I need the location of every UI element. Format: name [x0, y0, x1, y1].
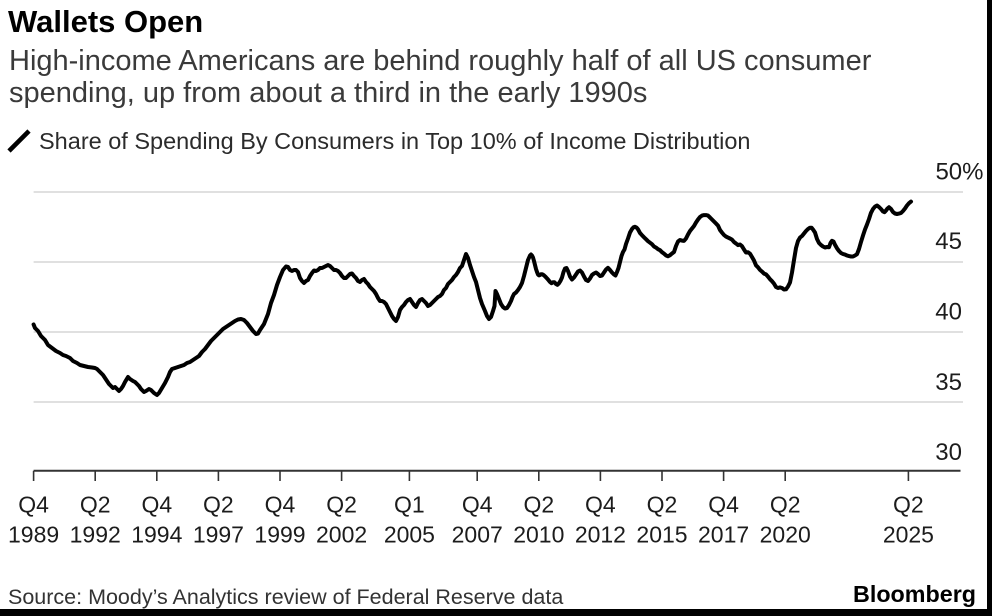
svg-text:1992: 1992: [70, 522, 121, 548]
svg-text:2005: 2005: [384, 522, 435, 548]
svg-text:1994: 1994: [131, 522, 182, 548]
svg-text:Q2: Q2: [523, 492, 554, 518]
svg-text:35: 35: [935, 369, 962, 396]
svg-text:30: 30: [935, 439, 962, 466]
svg-text:Q4: Q4: [462, 492, 493, 518]
svg-text:Q4: Q4: [585, 492, 616, 518]
svg-text:2010: 2010: [513, 522, 564, 548]
svg-text:Q2: Q2: [203, 492, 234, 518]
svg-text:Q2: Q2: [893, 492, 924, 518]
svg-text:2017: 2017: [698, 522, 749, 548]
svg-text:45: 45: [935, 228, 962, 255]
svg-text:2002: 2002: [316, 522, 367, 548]
svg-text:50%: 50%: [935, 159, 983, 186]
svg-text:Q4: Q4: [141, 492, 172, 518]
svg-text:Q4: Q4: [708, 492, 739, 518]
svg-text:Q1: Q1: [394, 492, 425, 518]
svg-text:1989: 1989: [8, 522, 59, 548]
svg-text:1997: 1997: [193, 522, 244, 548]
svg-text:40: 40: [935, 299, 962, 326]
svg-text:Q2: Q2: [80, 492, 111, 518]
svg-text:2020: 2020: [760, 522, 811, 548]
svg-text:Q2: Q2: [770, 492, 801, 518]
svg-text:2012: 2012: [575, 522, 626, 548]
svg-text:2007: 2007: [452, 522, 503, 548]
svg-text:Q2: Q2: [647, 492, 678, 518]
svg-text:Q4: Q4: [265, 492, 296, 518]
svg-text:Q2: Q2: [326, 492, 357, 518]
svg-text:2015: 2015: [636, 522, 687, 548]
svg-text:1999: 1999: [254, 522, 305, 548]
svg-text:2025: 2025: [883, 522, 934, 548]
svg-text:Q4: Q4: [18, 492, 49, 518]
